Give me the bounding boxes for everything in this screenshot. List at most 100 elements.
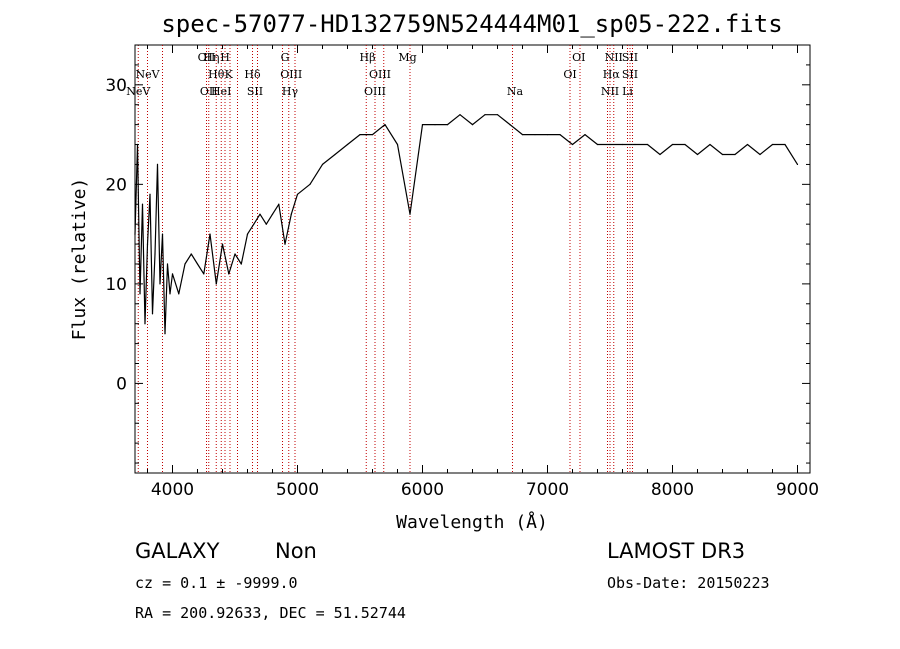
chart-title: spec-57077-HD132759N524444M01_sp05-222.f… (161, 10, 782, 38)
data-point (596, 143, 599, 146)
y-axis-ticks: 0 10 20 30 (105, 44, 810, 464)
line-label-li: Li (622, 85, 633, 98)
data-point (164, 333, 166, 335)
line-label-oiii: OIII (280, 68, 302, 81)
line-label-hei: HeI (211, 85, 231, 98)
line-label-sii: SII (622, 68, 638, 81)
observation-date: Obs-Date: 20150223 (607, 574, 770, 592)
y-tick-label: 10 (105, 275, 127, 295)
data-point (149, 193, 151, 195)
plot-frame (134, 44, 811, 474)
line-label-oi: OI (572, 51, 585, 64)
data-point (271, 213, 274, 215)
line-label-oi: OI (563, 68, 576, 81)
data-point (384, 124, 386, 126)
data-point (634, 143, 636, 146)
data-point (265, 223, 267, 225)
data-point (209, 233, 211, 235)
data-point (284, 243, 286, 245)
data-point (784, 143, 786, 146)
data-point (253, 223, 255, 225)
data-point (709, 143, 711, 146)
line-label-hη: Hη (203, 51, 219, 64)
data-point (296, 193, 299, 195)
line-label-g: G (281, 51, 290, 64)
data-point (234, 253, 236, 255)
data-point (371, 133, 374, 136)
data-point (734, 153, 736, 156)
data-point (684, 143, 686, 146)
data-point (434, 124, 436, 126)
data-point (151, 313, 154, 315)
data-point (459, 114, 461, 116)
line-label-nev: NeV (126, 85, 151, 98)
data-point (134, 233, 136, 235)
x-tick-label: 5000 (276, 480, 319, 500)
y-tick-label: 20 (105, 175, 127, 195)
line-label-hδ: Hδ (244, 68, 261, 81)
data-point (190, 253, 192, 255)
data-point (184, 263, 186, 265)
line-label-oii: OII (198, 51, 216, 64)
x-tick-label: 6000 (401, 480, 444, 500)
data-point (178, 293, 180, 295)
line-label-na: Na (507, 85, 524, 98)
data-point (659, 153, 661, 156)
data-point (240, 263, 242, 265)
x-tick-label: 4000 (151, 480, 194, 500)
x-axis-label: Wavelength (Å) (396, 511, 548, 533)
data-point (154, 253, 156, 255)
data-point (671, 143, 674, 146)
line-label-oii: OII (200, 85, 218, 98)
line-label-h: H (220, 51, 230, 64)
data-point (166, 263, 169, 265)
redshift-cz: cz = 0.1 ± -9999.0 (135, 574, 298, 592)
data-point (446, 124, 449, 126)
data-point (215, 283, 217, 285)
data-point (771, 143, 774, 146)
data-point (171, 273, 174, 275)
series-line-0 (134, 114, 799, 335)
data-point (321, 163, 324, 166)
data-point (144, 323, 146, 325)
line-label-sii: SII (622, 51, 638, 64)
data-point (396, 143, 399, 146)
data-point (346, 143, 349, 146)
line-label-mg: Mg (398, 51, 416, 64)
emission-line-markers (137, 45, 633, 473)
line-label-nii: NII (605, 51, 623, 64)
x-tick-label: 9000 (776, 480, 819, 500)
coordinates: RA = 200.92633, DEC = 51.52744 (135, 604, 406, 622)
object-class: GALAXY (135, 539, 220, 563)
data-point (559, 133, 561, 136)
data-point (521, 133, 524, 136)
data-point (221, 243, 224, 245)
data-point (484, 114, 486, 116)
data-point (471, 124, 474, 126)
data-point (139, 293, 141, 295)
data-point (509, 124, 511, 126)
data-point (290, 213, 292, 215)
x-axis-ticks: 4000 5000 6000 7000 8000 9000 (147, 45, 819, 500)
data-point (496, 114, 499, 116)
y-axis-label: Flux (relative) (69, 178, 90, 341)
x-tick-label: 7000 (526, 480, 569, 500)
data-point (156, 163, 159, 166)
data-point (546, 133, 549, 136)
data-point (609, 143, 611, 146)
data-point (169, 293, 171, 295)
line-label-k: K (225, 68, 234, 81)
line-label-hβ: Hβ (360, 51, 376, 64)
data-point (534, 133, 536, 136)
data-point (334, 153, 336, 156)
flux-series (134, 114, 799, 335)
line-label-sii: SII (247, 85, 263, 98)
data-point (584, 133, 586, 136)
line-label-oiii: OIII (364, 85, 386, 98)
data-point (646, 143, 649, 146)
data-point (203, 273, 205, 275)
data-point (278, 203, 280, 205)
x-tick-label: 8000 (651, 480, 694, 500)
data-point (621, 143, 624, 146)
